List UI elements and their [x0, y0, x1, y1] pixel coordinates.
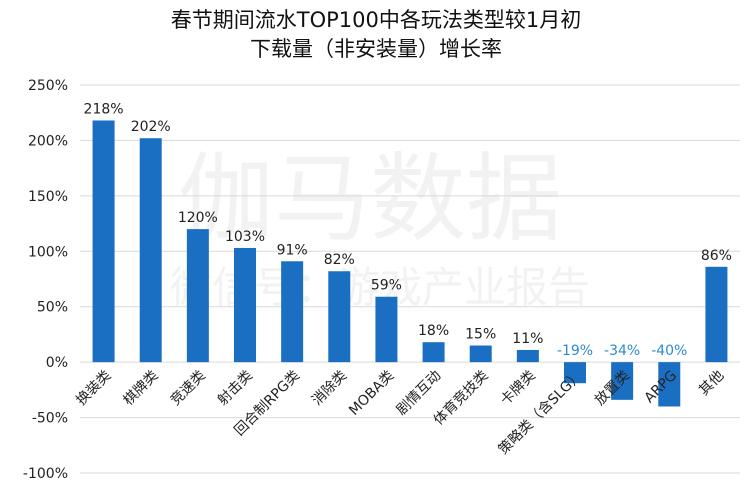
x-tick-label: 卡牌类: [497, 367, 539, 409]
chart-title: 春节期间流水TOP100中各玩法类型较1月初 下载量（非安装量）增长率: [0, 6, 752, 64]
data-label: -34%: [604, 343, 640, 359]
gridlines: [80, 84, 740, 474]
data-label: 120%: [178, 210, 218, 226]
data-label: 103%: [225, 229, 265, 245]
watermark-logo-text: 伽马数据: [178, 143, 562, 255]
x-tick-label: 其他: [696, 368, 727, 399]
data-label: 82%: [324, 252, 355, 268]
y-tick-label: 0%: [46, 355, 68, 371]
bar-策略类（含SLG）: [564, 362, 586, 384]
data-labels: 218% 202% 120% 103% 91% 82% 59% 18% 15% 11% -19% -3…: [84, 101, 732, 359]
bar-体育竞技类: [469, 345, 492, 363]
data-label: 91%: [277, 242, 308, 258]
bar-棋牌类: [139, 138, 162, 363]
bar-其他: [705, 266, 728, 363]
x-tick-label: 竞速类: [167, 367, 209, 409]
bar-竞速类: [186, 229, 209, 363]
y-tick-label: -100%: [23, 466, 68, 482]
data-label: 59%: [371, 278, 402, 294]
bar-射击类: [234, 247, 256, 363]
data-label: 202%: [131, 119, 171, 135]
bars: [92, 120, 728, 407]
y-tick-label: 200%: [28, 133, 68, 149]
bar-ARPG: [658, 362, 681, 407]
data-label: 15%: [465, 327, 496, 343]
data-label: -19%: [557, 343, 593, 359]
x-tick-label: 策略类（含SLG）: [495, 367, 586, 458]
x-tick-label: 射击类: [215, 368, 256, 409]
x-tick-label: 棋牌类: [120, 367, 162, 409]
y-tick-label: 250%: [28, 78, 68, 94]
bar-换装类: [92, 120, 115, 363]
data-label: 86%: [701, 248, 732, 264]
data-label: 218%: [84, 101, 124, 117]
data-label: 11%: [512, 331, 543, 347]
data-label: 18%: [418, 323, 449, 339]
x-tick-label: 换装类: [73, 367, 115, 409]
y-tick-label: 150%: [28, 189, 68, 205]
bar-放置类: [611, 362, 634, 400]
chart-title-line-1: 春节期间流水TOP100中各玩法类型较1月初: [170, 8, 582, 32]
x-tick-label: MOBA类: [346, 368, 397, 419]
bar-MOBA类: [375, 296, 398, 363]
x-tick-label: 消除类: [309, 368, 350, 409]
data-label: -40%: [651, 343, 687, 359]
y-tick-label: 100%: [28, 244, 68, 260]
bar-消除类: [328, 271, 351, 363]
y-tick-label: 50%: [37, 300, 68, 316]
bar-回合制RPG类: [281, 261, 304, 363]
bar-卡牌类: [516, 349, 539, 363]
y-tick-label: -50%: [32, 411, 68, 427]
y-axis: 250% 200% 150% 100% 50% 0% -50% -100%: [23, 78, 68, 482]
bar-剧情互动: [422, 342, 445, 363]
chart-title-line-2: 下载量（非安装量）增长率: [250, 37, 502, 61]
